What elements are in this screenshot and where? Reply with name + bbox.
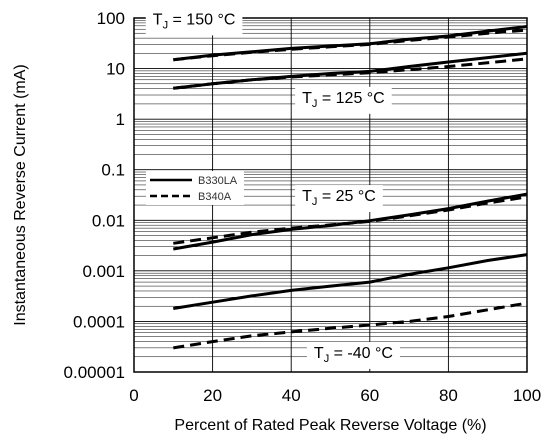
y-tick-labels: 0.00001 0.0001 0.001 0.01 0.1 1 10 100 xyxy=(64,9,125,382)
temperature-label-text: TJ = -40 °C xyxy=(314,345,393,365)
y-tick-label: 10 xyxy=(106,60,125,79)
temperature-label: TJ = 125 °C xyxy=(295,86,392,114)
temperature-label-bg xyxy=(306,341,400,369)
x-tick-label: 40 xyxy=(282,386,301,405)
curve-b340a-dashed xyxy=(173,28,528,62)
legend-label: B330LA xyxy=(198,175,238,187)
plot-frame xyxy=(133,17,528,373)
temperature-label: TJ = 25 °C xyxy=(295,185,383,213)
x-tick-label: 60 xyxy=(360,386,379,405)
x-tick-label: 100 xyxy=(513,386,541,405)
y-axis-label: Instantaneous Reverse Current (mA) xyxy=(12,64,29,325)
temperature-annotations: TJ = 150 °C TJ = 125 °C TJ = 25 °C TJ = -40… xyxy=(145,8,400,369)
grid xyxy=(133,17,528,373)
curves xyxy=(173,25,528,350)
temperature-label: TJ = 150 °C xyxy=(145,8,243,36)
x-tick-label: 80 xyxy=(439,386,458,405)
curve-b340a-dashed xyxy=(173,301,528,350)
x-tick-label: 0 xyxy=(129,386,138,405)
x-tick-labels: 0 20 40 60 80 100 xyxy=(129,386,541,405)
curve-b330la-solid xyxy=(173,253,528,310)
x-axis-label: Percent of Rated Peak Reverse Voltage (%… xyxy=(174,417,486,434)
y-tick-label: 0.00001 xyxy=(64,363,125,382)
y-tick-label: 1 xyxy=(116,110,125,129)
legend-box xyxy=(146,171,244,205)
temperature-label-bg xyxy=(145,8,243,36)
x-tick-label: 20 xyxy=(203,386,222,405)
temperature-label-text: TJ = 25 °C xyxy=(302,188,376,208)
y-tick-label: 0.0001 xyxy=(73,312,125,331)
temperature-label-bg xyxy=(295,86,392,114)
y-tick-label: 100 xyxy=(97,9,125,28)
curve-b340a-dashed xyxy=(173,57,528,90)
temperature-label-text: TJ = 125 °C xyxy=(302,90,385,110)
temperature-label-bg xyxy=(295,185,383,213)
y-tick-label: 0.01 xyxy=(92,211,125,230)
legend-label: B340A xyxy=(198,191,232,203)
curve-b340a-dashed xyxy=(173,195,528,245)
temperature-label-text: TJ = 150 °C xyxy=(153,11,236,31)
temperature-label: TJ = -40 °C xyxy=(306,341,400,369)
y-tick-label: 0.1 xyxy=(101,161,125,180)
legend: B330LA B340A xyxy=(146,171,244,205)
y-tick-label: 0.001 xyxy=(82,262,125,281)
